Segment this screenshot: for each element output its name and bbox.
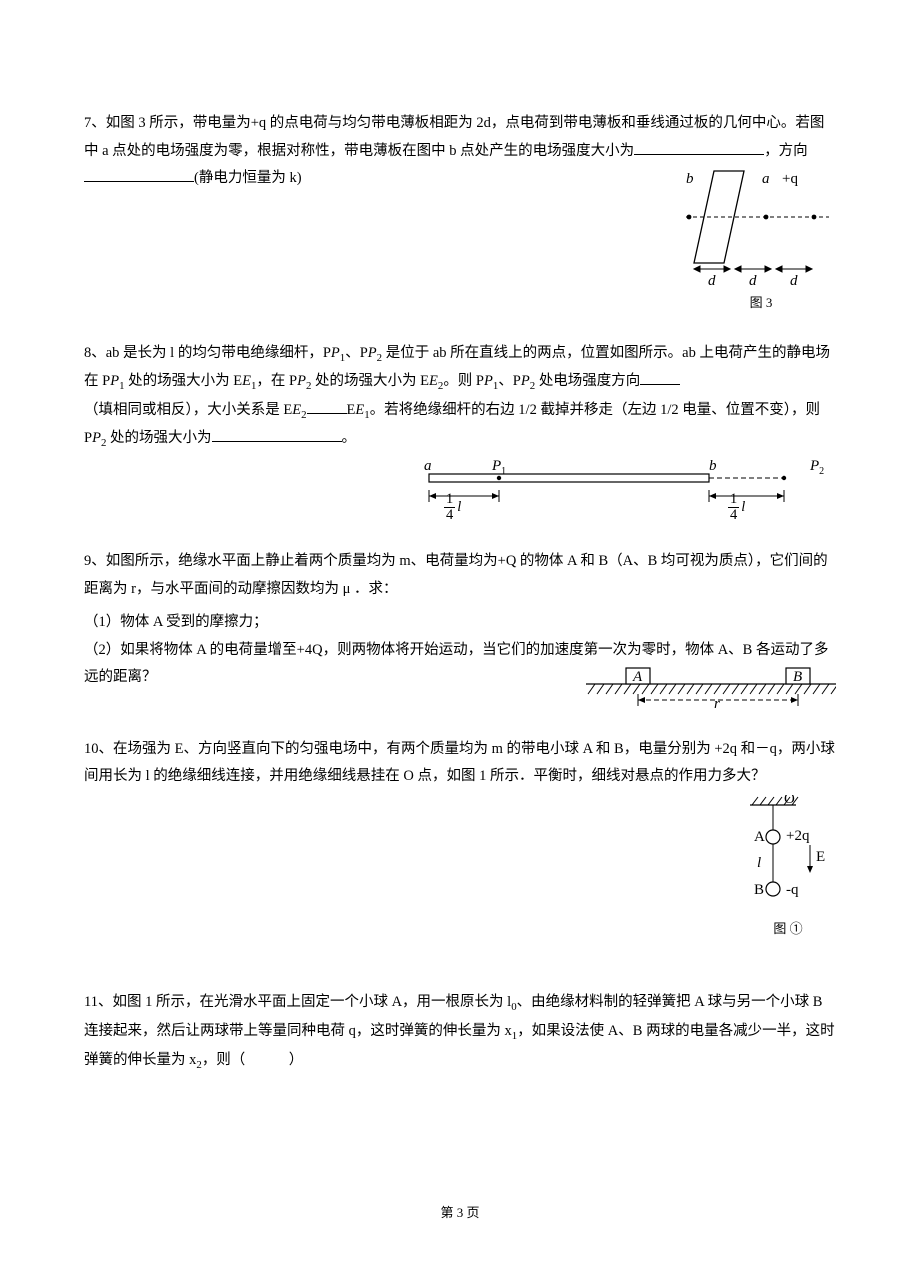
svg-text:O: O [784,795,795,807]
page-number: 第 3 页 [0,1201,920,1226]
q10-figure: O A +2q l B -q E 图 ① [740,795,836,942]
q10-svg: O A +2q l B -q E [740,795,836,915]
q8-blank-1 [640,370,680,386]
q8-frac-right: 14 [728,492,739,523]
q9-text-a: 9、如图所示，绝缘水平面上静止着两个质量均为 m、电荷量均为+Q 的物体 A 和… [84,548,836,603]
q7-blank-1 [634,139,764,155]
svg-text:a: a [424,460,432,474]
q10-caption: 图 ① [773,917,802,942]
q7-text-b: ，方向 [764,143,808,159]
q7-caption: 图 3 [750,291,773,316]
q7-figure: b a +q [686,169,836,316]
q8-blank-3 [212,427,342,443]
question-11: 11、如图 1 所示，在光滑水平面上固定一个小球 A，用一根原长为 l0、由绝缘… [84,989,836,1075]
q7-label-a: a [762,171,770,187]
q7-d-2: d [749,273,757,289]
svg-text:P2: P2 [809,460,824,477]
svg-text:B: B [793,669,802,685]
svg-text:-q: -q [786,882,799,898]
svg-text:A: A [754,829,765,845]
q7-label-q: +q [782,171,798,187]
q7-d-3: d [790,273,798,289]
q10-text: 10、在场强为 E、方向竖直向下的匀强电场中，有两个质量均为 m 的带电小球 A… [84,736,836,791]
svg-text:E: E [816,849,825,865]
question-10: 10、在场强为 E、方向竖直向下的匀强电场中，有两个质量均为 m 的带电小球 A… [84,736,836,942]
q8-frac-left: 14 [444,492,455,523]
svg-text:b: b [709,460,717,474]
question-8: 8、ab 是长为 l 的均匀带电绝缘细杆，PP1、PP2 是位于 ab 所在直线… [84,340,836,524]
q7-blank-2 [84,167,194,183]
q7-text-c: (静电力恒量为 k) [194,170,302,186]
q8-a: 8、ab 是长为 l 的均匀带电绝缘细杆，P [84,345,331,361]
q7-label-b: b [686,171,694,187]
q7-svg: b a +q [686,169,836,289]
svg-text:A: A [632,669,643,685]
q9-svg: A B r [586,664,836,712]
q9-part1: （1）物体 A 受到的摩擦力； [84,609,836,637]
svg-text:B: B [754,882,764,898]
q8-svg: a b P1 P2 [414,460,834,524]
q9-figure: A B r [586,664,836,712]
q7-d-1: d [708,273,716,289]
question-9: 9、如图所示，绝缘水平面上静止着两个质量均为 m、电荷量均为+Q 的物体 A 和… [84,548,836,712]
page-container: 7、如图 3 所示，带电量为+q 的点电荷与均匀带电薄板相距为 2d，点电荷到带… [0,0,920,1266]
question-7: 7、如图 3 所示，带电量为+q 的点电荷与均匀带电薄板相距为 2d，点电荷到带… [84,110,836,316]
svg-text:r: r [714,696,720,712]
svg-text:l: l [757,855,761,871]
q8-blank-2 [307,398,347,414]
q8-figure: a b P1 P2 [414,460,836,524]
svg-text:+2q: +2q [786,828,810,844]
